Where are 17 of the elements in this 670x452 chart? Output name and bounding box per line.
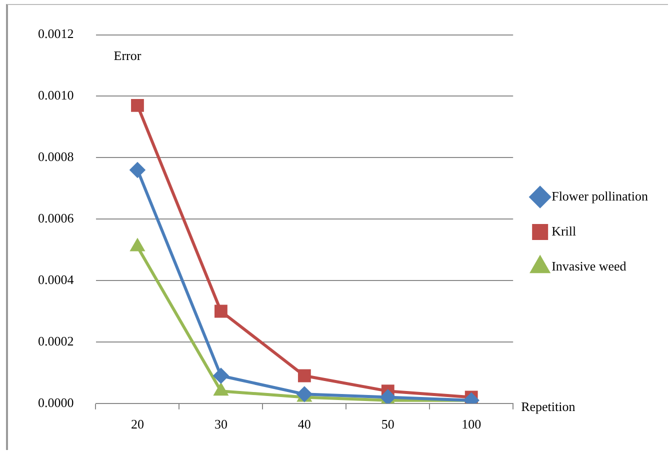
- y-tick-label: 0.0002: [38, 333, 74, 348]
- x-tick-label: 20: [130, 416, 144, 432]
- legend-label: Flower pollination: [552, 188, 648, 204]
- y-tick-label: 0.0008: [38, 149, 74, 164]
- x-axis-title: Repetition: [521, 398, 576, 414]
- y-axis-title: Error: [114, 48, 142, 64]
- x-tick-label: 50: [381, 416, 394, 432]
- x-tick-label: 40: [298, 416, 311, 432]
- legend-label: Invasive weed: [552, 258, 627, 274]
- x-tick-label: 30: [214, 416, 228, 432]
- y-tick-label: 0.0010: [38, 88, 74, 103]
- y-tick-label: 0.0000: [38, 394, 74, 410]
- y-tick-label: 0.0006: [38, 210, 74, 226]
- y-tick-label: 0.0004: [38, 272, 74, 287]
- legend-label: Krill: [552, 223, 577, 238]
- y-tick-label: 0.0012: [38, 26, 74, 42]
- x-tick-label: 100: [462, 416, 482, 432]
